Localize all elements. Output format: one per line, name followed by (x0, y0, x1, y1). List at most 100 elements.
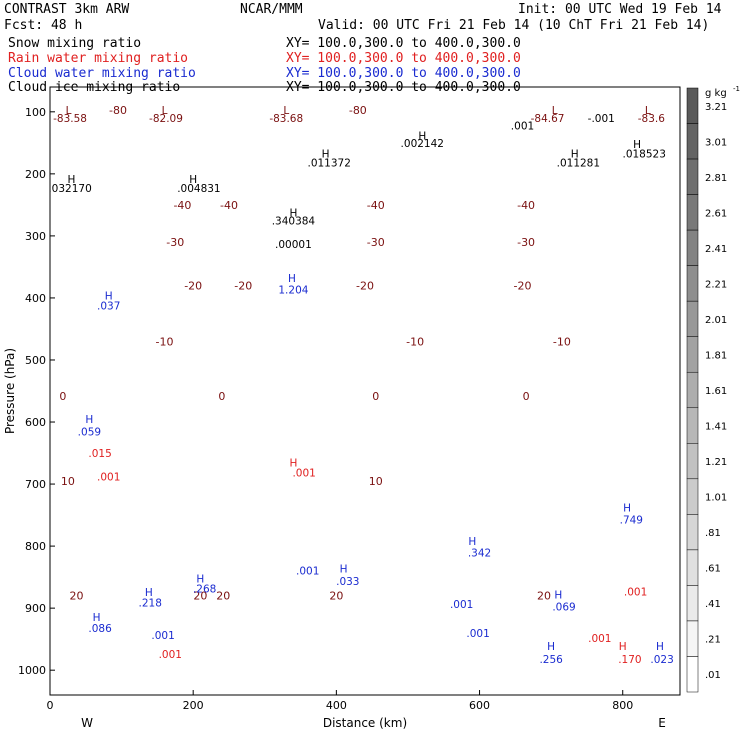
temperature-label: -40 (367, 199, 385, 212)
colorbar-label: 2.61 (705, 208, 727, 219)
extremum-label: H (322, 148, 330, 160)
x-tick-label: 800 (612, 699, 633, 712)
temperature-label: -20 (184, 280, 202, 293)
colorbar-segment (686, 478, 699, 515)
colorbar-segment (686, 585, 699, 622)
extremum-label: H (340, 563, 348, 575)
extremum-label: H (289, 457, 297, 469)
extremum-label: .001 (97, 472, 120, 484)
temperature-label-bg (353, 278, 377, 292)
temperature-label: -20 (514, 280, 532, 293)
legend-snow-xy: XY= 100.0,300.0 to 400.0,300.0 (286, 36, 521, 51)
extremum-label: .749 (620, 514, 643, 526)
extremum-label: .018523 (622, 148, 665, 160)
colorbar-unit-exponent: -1 (733, 85, 740, 93)
temperature-label: 20 (216, 590, 230, 603)
extremum-label: .037 (97, 300, 120, 312)
x-tick-label: 400 (326, 699, 347, 712)
extremum-label: .059 (78, 426, 101, 438)
extremum-label: H (633, 139, 641, 151)
init-time: Init: 00 UTC Wed 19 Feb 14 (518, 2, 722, 17)
x-tick-label: 0 (47, 699, 54, 712)
extremum-label: -.001 (588, 113, 615, 125)
temperature-label: -80 (349, 104, 367, 117)
legend-rain-xy: XY= 100.0,300.0 to 400.0,300.0 (286, 51, 521, 66)
extremum-label: .268 (193, 583, 216, 595)
colorbar-label: .21 (705, 635, 721, 646)
extremum-label: .001 (151, 630, 174, 642)
extremum-label: -83.58 (53, 113, 87, 125)
temperature-label-bg (363, 197, 388, 211)
extremum-label: H (619, 641, 627, 653)
legend-cloud-ice-label: Cloud ice mixing ratio (8, 80, 181, 95)
temperature-label: -10 (406, 335, 424, 348)
extremum-label: L (283, 105, 289, 117)
colorbar-segment (686, 656, 699, 693)
extremum-label: H (623, 503, 631, 515)
temperature-label-bg (363, 473, 388, 487)
colorbar-segment (686, 514, 699, 551)
colorbar-segment (686, 407, 699, 444)
extremum-label: .256 (539, 654, 563, 666)
colorbar-label: 3.21 (705, 102, 727, 113)
extremum-label: .001 (511, 120, 534, 132)
legend-cloud-ice-xy: XY= 100.0,300.0 to 400.0,300.0 (286, 80, 521, 95)
colorbar-label: .41 (705, 599, 721, 610)
temperature-label-bg (216, 197, 241, 211)
y-tick-label: 200 (25, 168, 46, 181)
extremum-label: .086 (88, 623, 112, 635)
colorbar-label: 2.01 (705, 315, 727, 326)
colorbar-label: .81 (705, 528, 721, 539)
colorbar-label: 1.61 (705, 386, 727, 397)
temperature-label: -80 (109, 104, 127, 117)
temperature-label: 20 (537, 590, 551, 603)
colorbar-label: 1.21 (705, 457, 727, 468)
y-tick-label: 600 (25, 416, 46, 429)
temperature-label-bg (403, 334, 428, 348)
temperature-label-bg (531, 588, 556, 602)
colorbar-segment (686, 443, 699, 480)
colorbar-segment (686, 549, 699, 586)
colorbar-label: 2.21 (705, 279, 727, 290)
colorbar-segment (686, 265, 699, 302)
extremum-label: .001 (292, 467, 315, 479)
temperature-label: 20 (329, 590, 343, 603)
x-end-label-east: E (658, 716, 666, 730)
valid-time: Valid: 00 UTC Fri 21 Feb 14 (10 ChT Fri … (318, 18, 710, 33)
temperature-label: -30 (166, 236, 184, 249)
extremum-label: .001 (296, 565, 319, 577)
temperature-label: -20 (356, 280, 374, 293)
extremum-label: L (162, 105, 168, 117)
extremum-label: H (85, 414, 93, 426)
temperature-label: -40 (173, 199, 191, 212)
extremum-label: -83.6 (638, 113, 665, 125)
temperature-label-bg (363, 235, 388, 249)
temperature-label-bg (510, 278, 535, 292)
temperature-label-bg (231, 278, 256, 292)
x-tick-label: 600 (469, 699, 490, 712)
temperature-label-bg (188, 588, 213, 602)
colorbar-segment (686, 123, 699, 160)
temperature-label-bg (106, 102, 131, 116)
temperature-label: 10 (61, 475, 75, 488)
temperature-label-bg (163, 235, 188, 249)
colorbar-segment (686, 87, 699, 124)
legend-rain-label: Rain water mixing ratio (8, 51, 189, 66)
extremum-label: .011281 (557, 158, 600, 170)
y-tick-label: 300 (25, 230, 46, 243)
extremum-label: L (552, 105, 558, 117)
temperature-label-bg (345, 102, 370, 116)
extremum-label: H (656, 641, 664, 653)
extremum-label: .001 (450, 599, 473, 611)
y-tick-label: 400 (25, 292, 46, 305)
temperature-label-bg (181, 278, 206, 292)
extremum-label: H (93, 612, 101, 624)
extremum-label: .001 (159, 649, 182, 661)
temperature-label: 20 (69, 590, 83, 603)
temperature-label-bg (514, 235, 539, 249)
extremum-label: .00001 (275, 239, 312, 251)
extremum-label: .170 (618, 654, 641, 666)
colorbar-segment (686, 229, 699, 266)
colorbar-segment (686, 336, 699, 373)
